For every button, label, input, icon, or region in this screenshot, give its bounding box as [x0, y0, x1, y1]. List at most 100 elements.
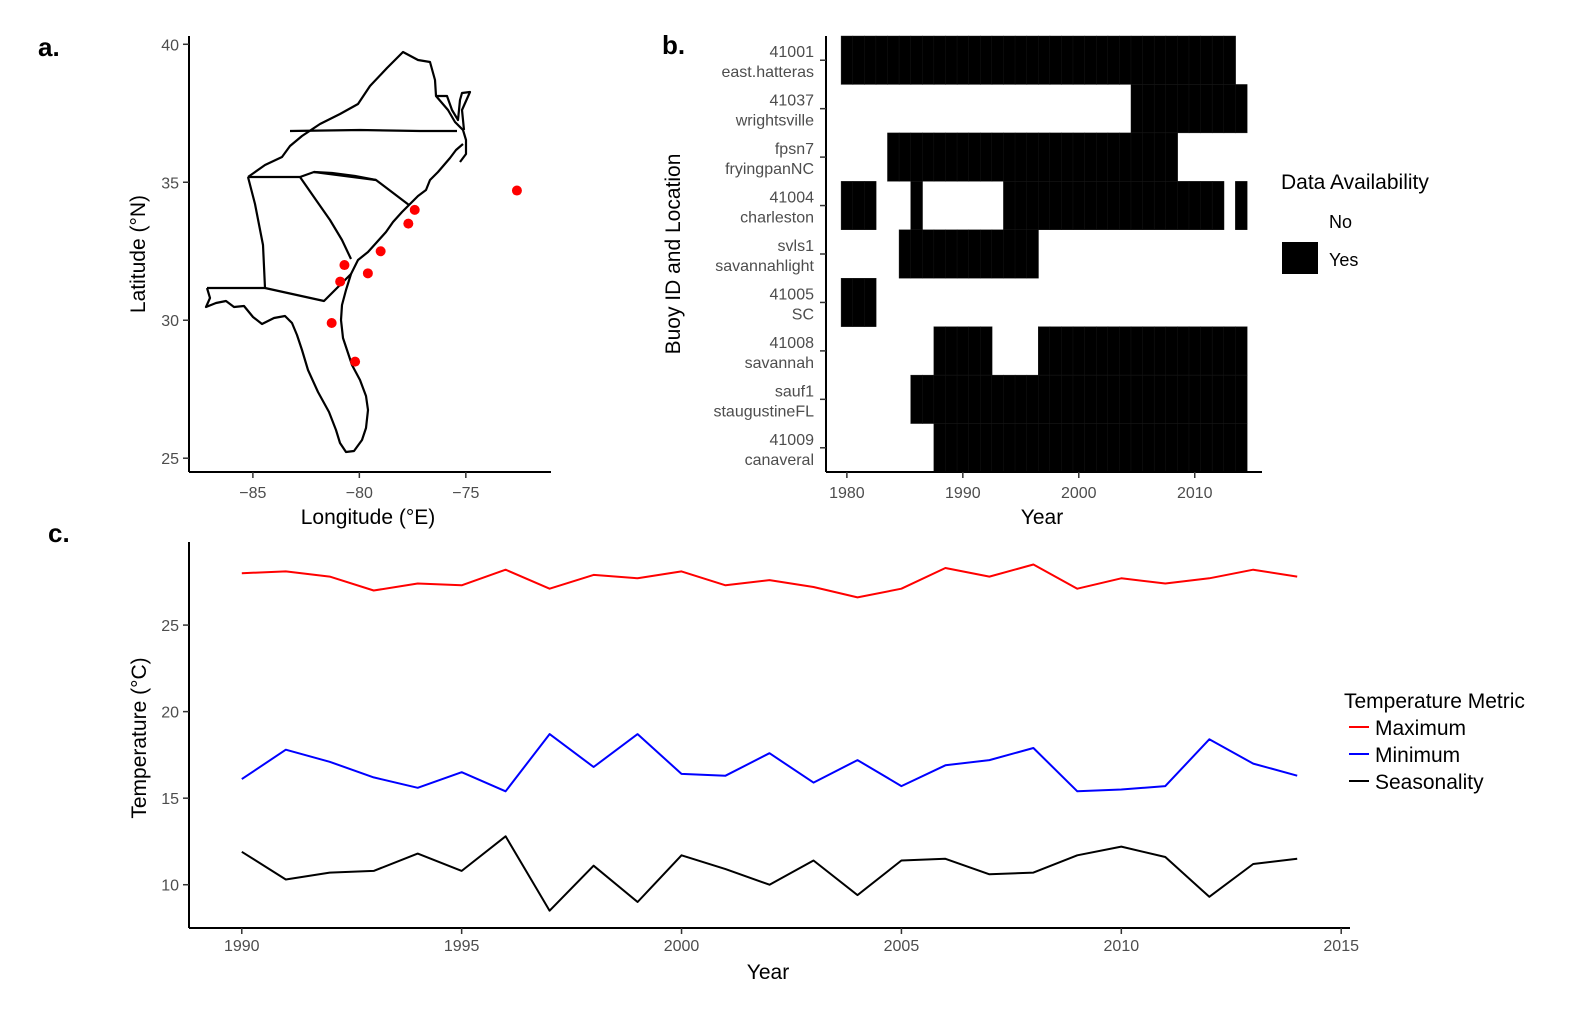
availability-tile	[1235, 423, 1248, 473]
legend-label-maximum: Maximum	[1375, 717, 1466, 740]
availability-tile	[922, 229, 935, 279]
availability-tile	[968, 423, 981, 473]
panel-b-x-tick-label: 2010	[1177, 485, 1213, 502]
buoy-location-label: east.hatteras	[722, 64, 815, 81]
availability-tile	[945, 35, 958, 85]
availability-tile	[980, 374, 993, 424]
map-plot-area	[326, 185, 522, 367]
buoy-location-label: SC	[792, 306, 814, 323]
availability-tile	[1107, 181, 1120, 230]
availability-tile	[1153, 132, 1167, 182]
buoy-location-label: charleston	[740, 210, 814, 227]
availability-tile	[1107, 35, 1120, 85]
availability-tile	[910, 374, 923, 424]
availability-tile	[1107, 423, 1120, 473]
availability-tile	[968, 132, 981, 182]
map-outline	[204, 50, 472, 454]
availability-tile	[1049, 374, 1062, 424]
buoy-location-label: savannahlight	[715, 258, 814, 275]
legend-label-minimum: Minimum	[1375, 744, 1460, 767]
availability-tile	[1200, 84, 1213, 134]
availability-tile	[910, 35, 923, 85]
availability-tile	[1142, 132, 1155, 182]
availability-tile	[1188, 326, 1202, 376]
availability-tile	[1142, 35, 1155, 85]
availability-tile	[1072, 326, 1086, 376]
availability-tile	[991, 132, 1004, 182]
buoy-location-label: staugustineFL	[713, 403, 814, 420]
panel-a-ticks: −85 −80 −75 25 30 35 40	[161, 37, 479, 502]
buoy-id-label: svls1	[778, 238, 815, 255]
availability-tile	[1130, 326, 1144, 376]
buoy-point	[350, 356, 361, 367]
availability-tile	[840, 35, 854, 85]
availability-tile	[1003, 423, 1016, 473]
availability-tile	[980, 229, 993, 279]
availability-tile	[980, 132, 993, 182]
buoy-point	[326, 317, 337, 328]
availability-tile	[1235, 374, 1248, 424]
panel-b: b. 41001 east.hatteras 41037 wrightsville fp…	[662, 30, 1429, 529]
buoy-points	[326, 185, 522, 367]
availability-tile	[887, 132, 900, 182]
panel-a-x-tick-label: −80	[346, 485, 373, 502]
availability-tile	[1211, 84, 1225, 134]
state-border-appalachian	[247, 50, 468, 178]
panel-b-label: b.	[662, 30, 685, 60]
state-border-tn	[248, 170, 410, 206]
availability-tile	[968, 374, 981, 424]
availability-tile	[1119, 423, 1132, 473]
availability-tile	[1130, 132, 1144, 182]
panel-c: c. 1990 1995 2000 2005 2010 2015 10 15 20 25 Year…	[48, 518, 1525, 984]
state-border-ga-al	[207, 273, 352, 303]
availability-tile	[1049, 132, 1062, 182]
availability-tile	[1095, 35, 1109, 85]
availability-tile	[1211, 374, 1225, 424]
availability-tile	[1188, 374, 1202, 424]
availability-tile	[1061, 35, 1074, 85]
panel-c-y-tick-label: 15	[161, 791, 179, 808]
availability-tile	[922, 35, 935, 85]
legend-label-seasonality: Seasonality	[1375, 771, 1484, 794]
availability-tile	[1061, 326, 1074, 376]
availability-tile	[991, 229, 1004, 279]
availability-tile	[1107, 374, 1120, 424]
availability-tile	[1130, 181, 1144, 230]
availability-tile	[1119, 326, 1132, 376]
panel-c-y-tick-label: 25	[161, 618, 179, 635]
panel-a-y-tick-label: 25	[161, 451, 179, 468]
availability-tile	[1177, 84, 1190, 134]
availability-tile	[852, 35, 865, 85]
availability-tile	[1026, 35, 1039, 85]
availability-tile	[1038, 181, 1051, 230]
availability-legend: Data Availability No Yes	[1281, 171, 1429, 274]
availability-tile	[1119, 132, 1132, 182]
buoy-location-label: fryingpanNC	[725, 161, 814, 178]
buoy-point	[403, 218, 414, 229]
panel-a-label: a.	[38, 32, 60, 62]
availability-tile	[1095, 181, 1109, 230]
availability-tile	[1188, 84, 1202, 134]
coastline-south	[204, 143, 464, 454]
availability-tile	[1084, 35, 1097, 85]
availability-tile	[1223, 84, 1236, 134]
availability-tile	[1119, 181, 1132, 230]
availability-tile	[1211, 423, 1225, 473]
availability-tile	[1049, 423, 1062, 473]
availability-tile	[1165, 84, 1178, 134]
temperature-legend-title: Temperature Metric	[1344, 690, 1525, 713]
buoy-point	[511, 185, 522, 196]
availability-tile	[887, 35, 900, 85]
availability-tile	[1072, 35, 1086, 85]
availability-tile	[910, 181, 923, 230]
panel-b-ticks: 41001 east.hatteras 41037 wrightsville fpsn7…	[713, 44, 1212, 502]
availability-tile	[991, 35, 1004, 85]
availability-tile	[840, 278, 854, 327]
panel-a-x-tick-label: −75	[452, 485, 479, 502]
availability-tile	[1014, 35, 1028, 85]
availability-tile	[1177, 35, 1190, 85]
availability-tile	[1095, 374, 1109, 424]
availability-tile	[968, 35, 981, 85]
availability-tile	[1153, 374, 1167, 424]
